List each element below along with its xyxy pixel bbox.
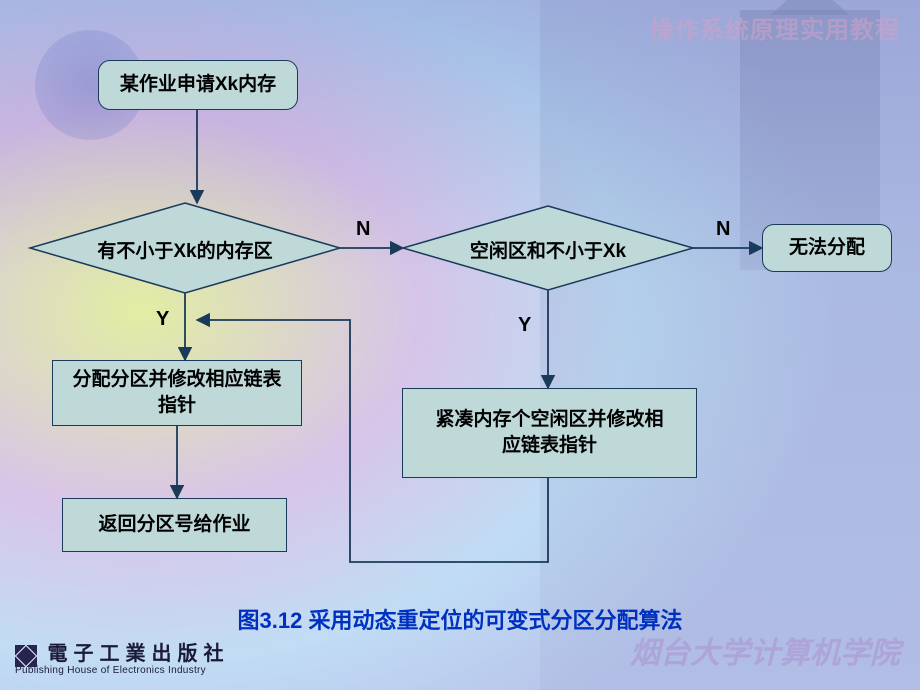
publisher-name-cn: 電子工業出版社 [47,643,229,665]
flowchart-canvas: 某作业申请Xk内存 有不小于Xk的内存区 空闲区和不小于Xk 无法分配 分配分区… [0,0,920,690]
node-d2-label: 空闲区和不小于Xk [438,236,658,263]
node-d1-label: 有不小于Xk的内存区 [65,236,305,263]
diamond-d2 [403,206,693,290]
node-allocate: 分配分区并修改相应链表指针 [52,360,302,426]
edge-label-d1-n: N [356,218,370,241]
publisher-name-en: Publishing House of Electronics Industry [15,665,229,676]
edge-label-d1-y: Y [156,308,169,331]
edge-label-d2-y: Y [518,314,531,337]
node-return: 返回分区号给作业 [62,498,287,552]
figure-caption: 图3.12 采用动态重定位的可变式分区分配算法 [0,603,920,635]
publisher-icon [15,645,37,667]
node-start: 某作业申请Xk内存 [98,60,298,110]
node-cannot-allocate: 无法分配 [762,224,892,272]
diamond-d1 [30,203,340,293]
node-compact: 紧凑内存个空闲区并修改相应链表指针 [402,388,697,478]
edge-label-d2-n: N [716,218,730,241]
publisher-block: 電子工業出版社 Publishing House of Electronics … [15,637,229,676]
